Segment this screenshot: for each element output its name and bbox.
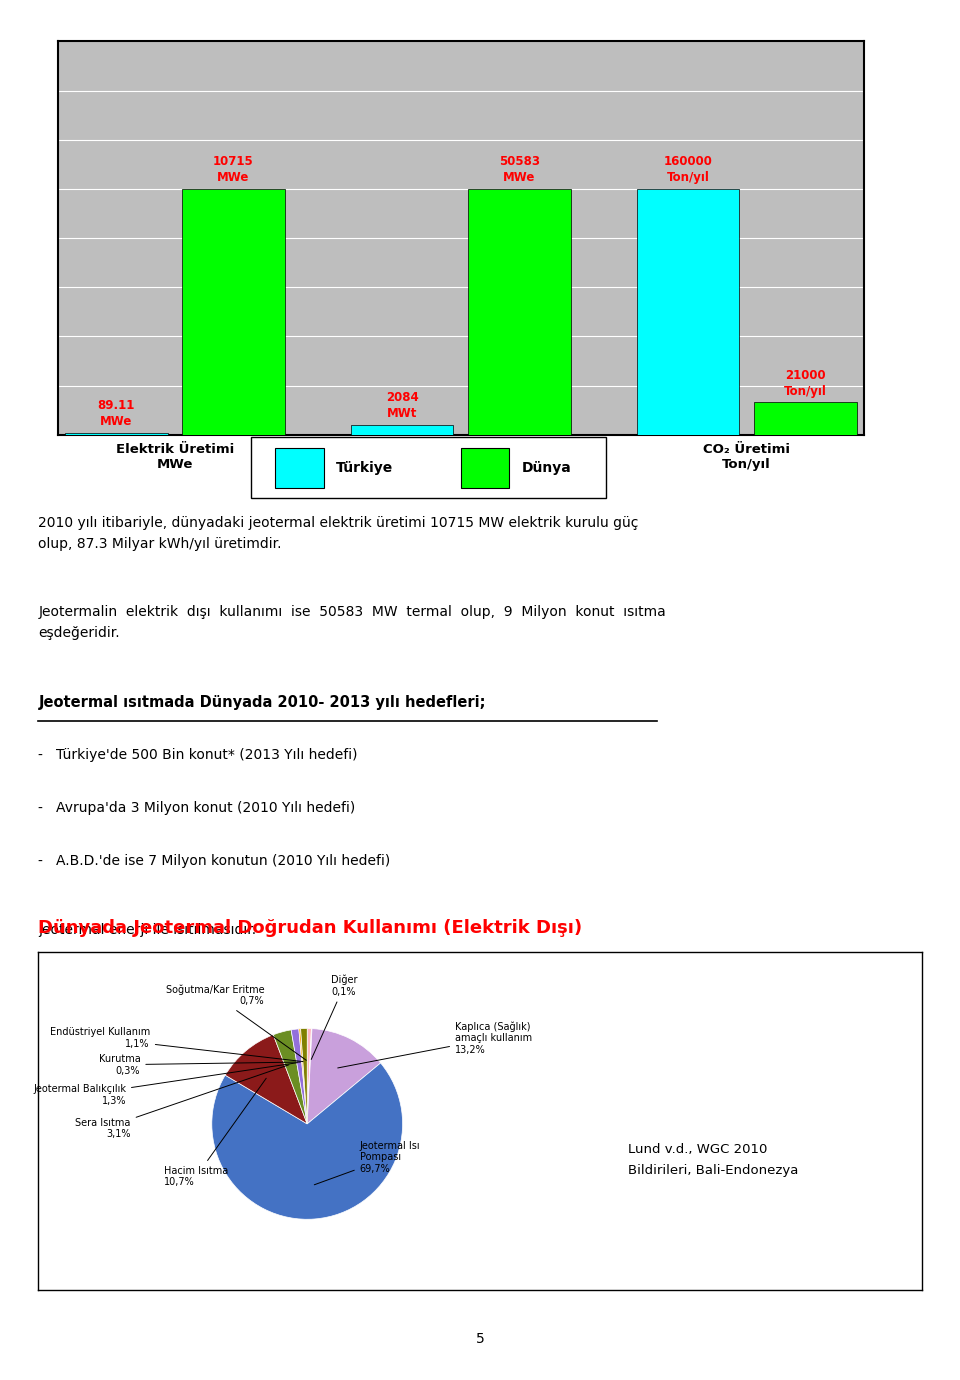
Text: Türkiye: Türkiye <box>336 461 393 475</box>
Bar <box>461 448 509 487</box>
Text: 160000
Ton/yıl: 160000 Ton/yıl <box>663 155 712 184</box>
Text: Jeotermal ısıtmada Dünyada 2010- 2013 yılı hedefleri;: Jeotermal ısıtmada Dünyada 2010- 2013 yı… <box>38 696 486 711</box>
Text: -   Türkiye'de 500 Bin konut* (2013 Yılı hedefi): - Türkiye'de 500 Bin konut* (2013 Yılı h… <box>38 748 358 762</box>
Bar <box>468 189 571 435</box>
Text: Jeotermal Balıkçılık
1,3%: Jeotermal Balıkçılık 1,3% <box>33 1063 298 1107</box>
Text: 50583
MWe: 50583 MWe <box>499 155 540 184</box>
Text: Jeotermal Isı
Pompası
69,7%: Jeotermal Isı Pompası 69,7% <box>314 1141 420 1185</box>
Text: 89.11
MWe: 89.11 MWe <box>98 399 135 428</box>
Text: Sera Isıtma
3,1%: Sera Isıtma 3,1% <box>76 1065 289 1140</box>
Bar <box>350 425 453 435</box>
Text: 10715
MWe: 10715 MWe <box>213 155 253 184</box>
Text: Lund v.d., WGC 2010
Bildirileri, Bali-Endonezya: Lund v.d., WGC 2010 Bildirileri, Bali-En… <box>628 1143 798 1177</box>
Text: Dünya: Dünya <box>521 461 571 475</box>
Wedge shape <box>307 1028 380 1123</box>
Wedge shape <box>307 1028 312 1123</box>
Wedge shape <box>307 1028 311 1123</box>
Bar <box>754 403 856 435</box>
Text: 21000
Ton/yıl: 21000 Ton/yıl <box>784 368 827 397</box>
Text: 2010 yılı itibariyle, dünyadaki jeotermal elektrik üretimi 10715 MW elektrik kur: 2010 yılı itibariyle, dünyadaki jeoterma… <box>38 516 638 551</box>
Bar <box>182 189 285 435</box>
Bar <box>65 433 168 435</box>
Text: Endüstriyel Kullanım
1,1%: Endüstriyel Kullanım 1,1% <box>50 1027 303 1061</box>
Text: Soğutma/Kar Eritme
0,7%: Soğutma/Kar Eritme 0,7% <box>166 984 306 1060</box>
Wedge shape <box>291 1029 307 1123</box>
Text: Kurutma
0,3%: Kurutma 0,3% <box>99 1054 300 1075</box>
Text: Kaplıca (Sağlık)
amaçlı kullanım
13,2%: Kaplıca (Sağlık) amaçlı kullanım 13,2% <box>338 1021 532 1068</box>
Wedge shape <box>300 1028 307 1123</box>
Text: Jeotermalin  elektrik  dışı  kullanımı  ise  50583  MW  termal  olup,  9  Milyon: Jeotermalin elektrik dışı kullanımı ise … <box>38 606 666 640</box>
Text: -   Avrupa'da 3 Milyon konut (2010 Yılı hedefi): - Avrupa'da 3 Milyon konut (2010 Yılı he… <box>38 800 355 814</box>
Text: Diğer
0,1%: Diğer 0,1% <box>311 974 357 1060</box>
Bar <box>636 189 739 435</box>
Wedge shape <box>274 1029 307 1123</box>
Text: jeotermal enerji ile ısıtılmasıdır.: jeotermal enerji ile ısıtılmasıdır. <box>38 923 256 937</box>
Text: 2084
MWt: 2084 MWt <box>386 391 419 420</box>
Text: 5: 5 <box>475 1332 485 1346</box>
Wedge shape <box>226 1035 307 1123</box>
Text: -   A.B.D.'de ise 7 Milyon konutun (2010 Yılı hedefi): - A.B.D.'de ise 7 Milyon konutun (2010 Y… <box>38 854 391 868</box>
Bar <box>276 448 324 487</box>
Text: Dünyada Jeotermal Doğrudan Kullanımı (Elektrik Dışı): Dünyada Jeotermal Doğrudan Kullanımı (El… <box>38 919 583 937</box>
Text: Hacim Isıtma
10,7%: Hacim Isıtma 10,7% <box>164 1078 266 1187</box>
FancyBboxPatch shape <box>252 437 606 498</box>
Wedge shape <box>299 1028 307 1123</box>
Wedge shape <box>212 1063 402 1220</box>
